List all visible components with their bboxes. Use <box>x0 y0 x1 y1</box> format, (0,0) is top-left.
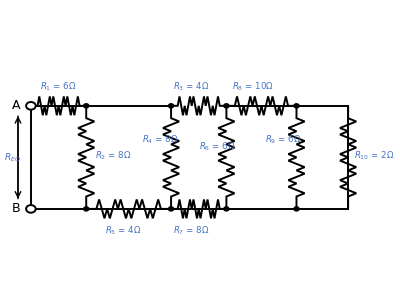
Text: $R_{6}$ = 6Ω: $R_{6}$ = 6Ω <box>199 141 235 153</box>
Text: $R_{10}$ = 2Ω: $R_{10}$ = 2Ω <box>354 150 394 162</box>
Circle shape <box>224 207 229 211</box>
Text: $R_{3}$ = 4Ω: $R_{3}$ = 4Ω <box>173 80 209 93</box>
Circle shape <box>294 104 299 108</box>
Text: $R_{9}$ = 6Ω: $R_{9}$ = 6Ω <box>265 134 302 146</box>
Text: $R_{7}$ = 8Ω: $R_{7}$ = 8Ω <box>173 225 209 237</box>
Circle shape <box>294 207 299 211</box>
Circle shape <box>26 102 36 110</box>
Text: $R_{5}$ = 4Ω: $R_{5}$ = 4Ω <box>105 225 141 237</box>
Circle shape <box>168 104 174 108</box>
Text: $R_{4}$ = 8Ω: $R_{4}$ = 8Ω <box>142 134 178 146</box>
Text: $R_{8}$ = 10Ω: $R_{8}$ = 10Ω <box>232 80 274 93</box>
Circle shape <box>168 207 174 211</box>
Text: B: B <box>12 202 20 215</box>
Text: $R_{2}$ = 8Ω: $R_{2}$ = 8Ω <box>96 150 132 162</box>
Text: $R_{EQ}$: $R_{EQ}$ <box>4 151 21 164</box>
Circle shape <box>224 104 229 108</box>
Circle shape <box>26 205 36 213</box>
Circle shape <box>84 104 89 108</box>
Text: $R_{1}$ = 6Ω: $R_{1}$ = 6Ω <box>40 80 77 93</box>
Text: A: A <box>12 99 20 112</box>
Circle shape <box>84 207 89 211</box>
